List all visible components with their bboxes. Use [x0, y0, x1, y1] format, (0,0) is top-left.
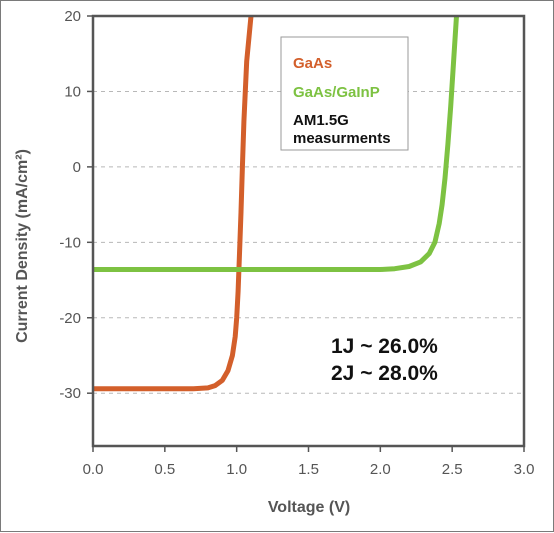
legend-entry-gaas: GaAs [293, 55, 332, 72]
series-lines [93, 15, 459, 392]
y-tick-label-0: 20 [64, 8, 81, 25]
legend-note-am15g: AM1.5G [293, 112, 349, 129]
x-axis-ticks: 0.0 0.5 1.0 1.5 2.0 2.5 3.0 [83, 446, 535, 478]
x-axis-title: Voltage (V) [268, 499, 350, 516]
x-tick-label-2: 1.0 [226, 461, 247, 478]
series-line-gaas [93, 15, 254, 392]
annotation-1j-efficiency: 1J ~ 26.0% [331, 335, 438, 358]
y-tick-label-5: -30 [59, 385, 81, 402]
x-tick-label-0: 0.0 [83, 461, 104, 478]
annotation-2j-efficiency: 2J ~ 28.0% [331, 362, 438, 385]
legend-note-measurements: measurments [293, 130, 391, 147]
x-tick-label-5: 2.5 [442, 461, 463, 478]
y-axis-ticks: 20 10 0 -10 -20 -30 [59, 8, 93, 402]
y-tick-label-2: 0 [73, 159, 81, 176]
x-tick-label-4: 2.0 [370, 461, 391, 478]
y-axis-title: Current Density (mA/cm²) [14, 149, 31, 343]
x-tick-label-1: 0.5 [154, 461, 175, 478]
y-tick-label-1: 10 [64, 83, 81, 100]
legend-box: GaAs GaAs/GaInP AM1.5G measurments [280, 36, 409, 151]
x-tick-label-3: 1.5 [298, 461, 319, 478]
y-tick-label-3: -10 [59, 234, 81, 251]
series-line-gaas-gainp [93, 15, 459, 272]
legend-entry-gaas-gainp: GaAs/GaInP [293, 84, 380, 101]
y-tick-label-4: -20 [59, 310, 81, 327]
x-tick-label-6: 3.0 [514, 461, 535, 478]
